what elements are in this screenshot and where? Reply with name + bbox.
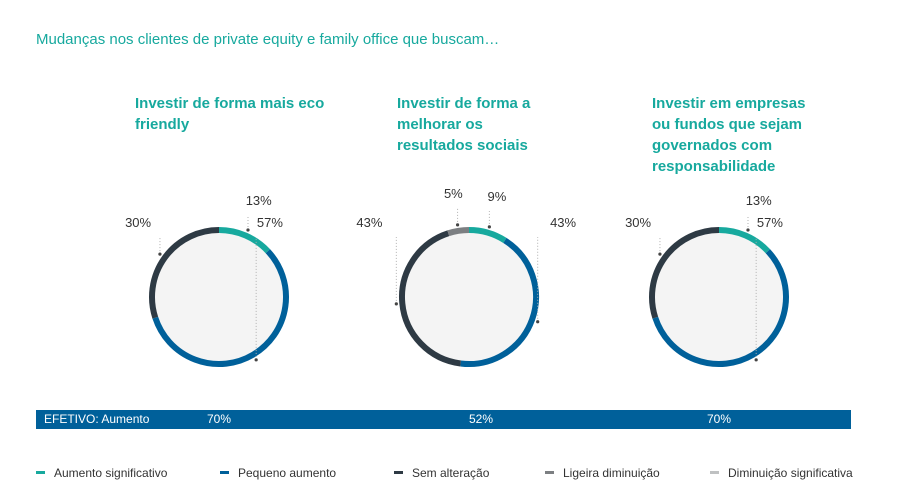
efetivo-value-2: 52% — [468, 412, 494, 426]
chart-title: Investir de forma a melhorar os resultad… — [397, 95, 531, 154]
legend-swatch — [545, 471, 554, 475]
legend-item: Diminuição significativa — [710, 466, 853, 480]
efetivo-value-3: 70% — [706, 412, 732, 426]
chart-panel-1: Investir de forma mais eco friendly 13% 5… — [100, 0, 350, 400]
legend-item: Sem alteração — [394, 466, 489, 480]
donut-slice — [460, 237, 539, 367]
slice-label: 43% — [550, 215, 576, 230]
donut-slice — [152, 249, 289, 367]
slice-label: 13% — [246, 193, 272, 208]
chart-title: Investir em empresas ou fundos que sejam… — [652, 95, 806, 175]
legend-swatch — [36, 471, 45, 475]
slice-label: 43% — [356, 215, 382, 230]
slice-label: 5% — [444, 186, 463, 201]
leader-dot — [754, 358, 758, 362]
leader-dot — [455, 223, 460, 227]
legend-item: Aumento significativo — [36, 466, 167, 480]
leader-dot — [658, 252, 662, 256]
leader-dot — [254, 358, 258, 362]
donut-slice — [649, 227, 720, 319]
slice-label: 13% — [746, 193, 772, 208]
legend-label: Diminuição significativa — [728, 466, 853, 480]
donut-chart: 9% 43% 43% 5% — [356, 186, 577, 367]
donut-chart: 13% 57% 30% — [125, 193, 289, 367]
page-title: Mudanças nos clientes de private equity … — [36, 31, 500, 48]
legend-swatch — [710, 471, 719, 475]
legend-label: Aumento significativo — [54, 466, 168, 480]
donut-center — [152, 230, 286, 364]
legend-label: Ligeira diminuição — [563, 466, 660, 480]
leader-dot — [487, 225, 491, 229]
donut-center — [402, 230, 536, 364]
legend-label: Pequeno aumento — [238, 466, 337, 480]
chart-panel-2: Investir de forma a melhorar os resultad… — [350, 0, 600, 400]
donut-slice — [399, 230, 461, 367]
slice-label: 30% — [125, 215, 151, 230]
leader-dot — [158, 252, 162, 256]
efetivo-value-1: 70% — [206, 412, 232, 426]
leader-dot — [536, 320, 540, 324]
slice-label: 57% — [257, 215, 283, 230]
legend: Aumento significativo Pequeno aumento Se… — [36, 466, 876, 484]
efetivo-bar: EFETIVO: Aumento 70% 52% 70% — [36, 410, 851, 429]
legend-swatch — [394, 471, 403, 475]
donut-center — [652, 230, 786, 364]
leader-dot — [746, 228, 750, 232]
donut-slice — [718, 227, 771, 254]
chart-panel-3: Investir em empresas ou fundos que sejam… — [600, 0, 850, 400]
donut-slice — [447, 227, 470, 237]
slice-label: 57% — [757, 215, 783, 230]
leader-dot — [246, 228, 250, 232]
legend-item: Ligeira diminuição — [545, 466, 660, 480]
slice-label: 30% — [625, 215, 651, 230]
leader-dot — [394, 302, 398, 306]
donut-slice — [218, 227, 271, 254]
legend-swatch — [220, 471, 229, 475]
slice-label: 9% — [488, 189, 507, 204]
donut-slice — [468, 227, 507, 244]
donut-slice — [149, 227, 220, 319]
donut-slice — [652, 249, 789, 367]
donut-chart: 13% 57% 30% — [625, 193, 789, 367]
legend-label: Sem alteração — [412, 466, 490, 480]
legend-item: Pequeno aumento — [220, 466, 336, 480]
efetivo-label: EFETIVO: Aumento — [44, 412, 150, 426]
chart-title: Investir de forma mais eco friendly — [135, 95, 325, 133]
